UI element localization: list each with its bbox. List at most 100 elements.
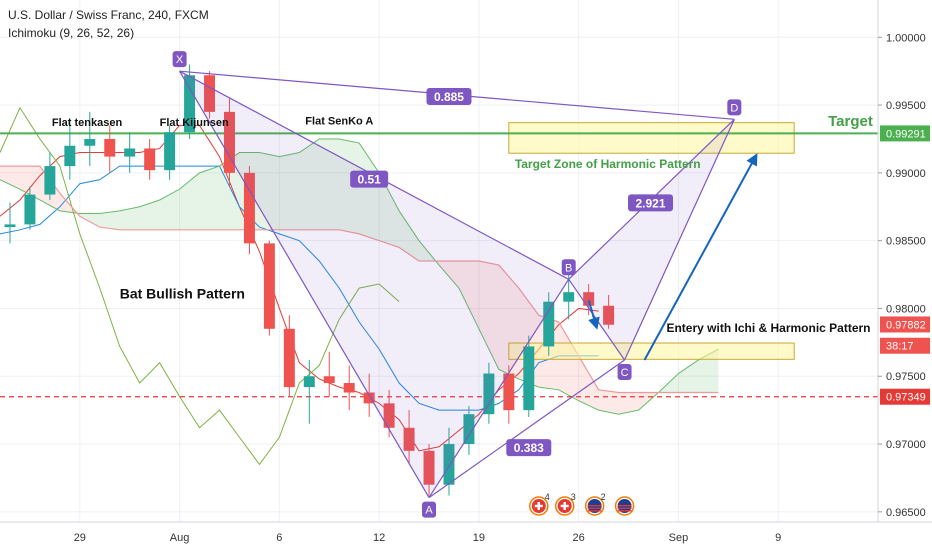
flag-stripe [587, 510, 602, 512]
x-tick-label: Aug [170, 532, 190, 544]
candle-body [383, 403, 395, 428]
cloud-segment [439, 261, 459, 289]
target-arrow [643, 153, 758, 361]
cloud-segment [618, 392, 639, 415]
candle-body [583, 292, 595, 306]
flag-stripe [617, 510, 632, 512]
point-c-label: C [621, 367, 629, 379]
candle-body [303, 376, 315, 388]
price-tag-label: 0.99291 [886, 128, 926, 140]
senkou-a-line [0, 138, 719, 415]
ratio-label: 0.383 [514, 441, 544, 455]
point-b-badge[interactable] [561, 259, 576, 276]
cloud-segment [299, 138, 320, 230]
point-a-badge[interactable] [422, 501, 437, 518]
cloud-segment [179, 172, 200, 230]
levels [0, 132, 878, 398]
cloud-segment [678, 359, 699, 393]
price-tag-label: 38:17 [886, 341, 914, 353]
price-tag [880, 337, 930, 354]
x-tick-label: 12 [373, 532, 385, 544]
cloud-segment [478, 261, 499, 370]
flag-stripe [587, 505, 602, 507]
ratio-badge [506, 439, 552, 457]
event-flags[interactable]: 4 3 2 [529, 492, 635, 516]
point-a-label: A [425, 505, 433, 517]
x-tick-label: Sep [669, 532, 689, 544]
price-tag [880, 388, 930, 405]
point-c-badge[interactable] [617, 363, 632, 380]
candle-body [64, 145, 76, 167]
price-tag-label: 0.97349 [886, 392, 926, 404]
flag-stripe [587, 507, 602, 509]
cloud-segment [199, 166, 220, 230]
price-tag [880, 125, 930, 142]
cloud-segment [319, 138, 340, 230]
event-count: 4 [545, 492, 550, 502]
point-d-label: D [730, 102, 738, 114]
candle-body [104, 138, 116, 157]
candle-body [403, 427, 415, 451]
price-scale[interactable] [878, 0, 932, 550]
candle-body [523, 346, 535, 411]
chikou-line [0, 106, 400, 466]
ratio-label: 0.885 [434, 90, 464, 104]
price-tag-label: 0.97882 [886, 319, 926, 331]
y-tick-label: 0.99000 [886, 168, 926, 180]
point-x-label: X [176, 54, 184, 66]
cloud-segment [0, 166, 20, 190]
flag-cross [563, 502, 566, 510]
ichimoku-lines [0, 106, 719, 466]
target-zone[interactable] [508, 122, 795, 154]
candle-body [184, 75, 196, 133]
chart-title: U.S. Dollar / Swiss Franc, 240, FXCM [8, 8, 209, 22]
candle-body [164, 132, 176, 171]
candle-body [204, 75, 216, 112]
y-tick-label: 0.98000 [886, 303, 926, 315]
ichimoku-cloud [0, 138, 719, 415]
point-d-badge[interactable] [727, 99, 742, 116]
cloud-segment [458, 261, 479, 329]
annotation-bat-bullish-pattern: Bat Bullish Pattern [120, 285, 245, 301]
x-tick-label: 6 [276, 532, 282, 544]
event-count: 3 [571, 492, 576, 502]
cloud-segment [379, 172, 400, 248]
candle-body [543, 301, 555, 347]
entry-arrow [587, 300, 600, 330]
cloud-segment [558, 322, 579, 401]
senkou-b-line [0, 165, 719, 394]
event-count: 2 [601, 492, 606, 502]
leg-ac [428, 359, 625, 499]
y-tick-label: 0.96500 [886, 507, 926, 519]
candle-body [84, 138, 96, 146]
tenkan-line [0, 124, 599, 452]
price-tag [880, 316, 930, 333]
leg-ab [428, 278, 570, 498]
cloud-segment [598, 389, 619, 415]
y-tick-label: 0.97000 [886, 439, 926, 451]
candle-body [463, 414, 475, 445]
entry-zone[interactable] [508, 342, 795, 360]
y-tick-label: 0.97500 [886, 371, 926, 383]
candle-body [343, 383, 355, 393]
cloud-segment [399, 210, 420, 261]
x-tick-label: 9 [775, 532, 781, 544]
point-x-badge[interactable] [172, 51, 187, 68]
flag-stripe [617, 505, 632, 507]
annotation-flat-tenkasen: Flat tenkasen [52, 117, 123, 129]
candle-body [44, 166, 56, 195]
time-scale[interactable] [0, 522, 932, 550]
cloud-segment [259, 152, 280, 230]
cloud-segment [99, 210, 120, 230]
candle-body [144, 148, 156, 171]
cloud-segment [698, 349, 719, 393]
candle-body [483, 373, 495, 415]
cloud-segment [159, 189, 180, 230]
candle-body [603, 305, 615, 325]
candle-body [4, 224, 16, 228]
candle-body [423, 450, 435, 485]
cloud-segment [578, 355, 599, 411]
ratio-label: 2.921 [636, 196, 666, 210]
